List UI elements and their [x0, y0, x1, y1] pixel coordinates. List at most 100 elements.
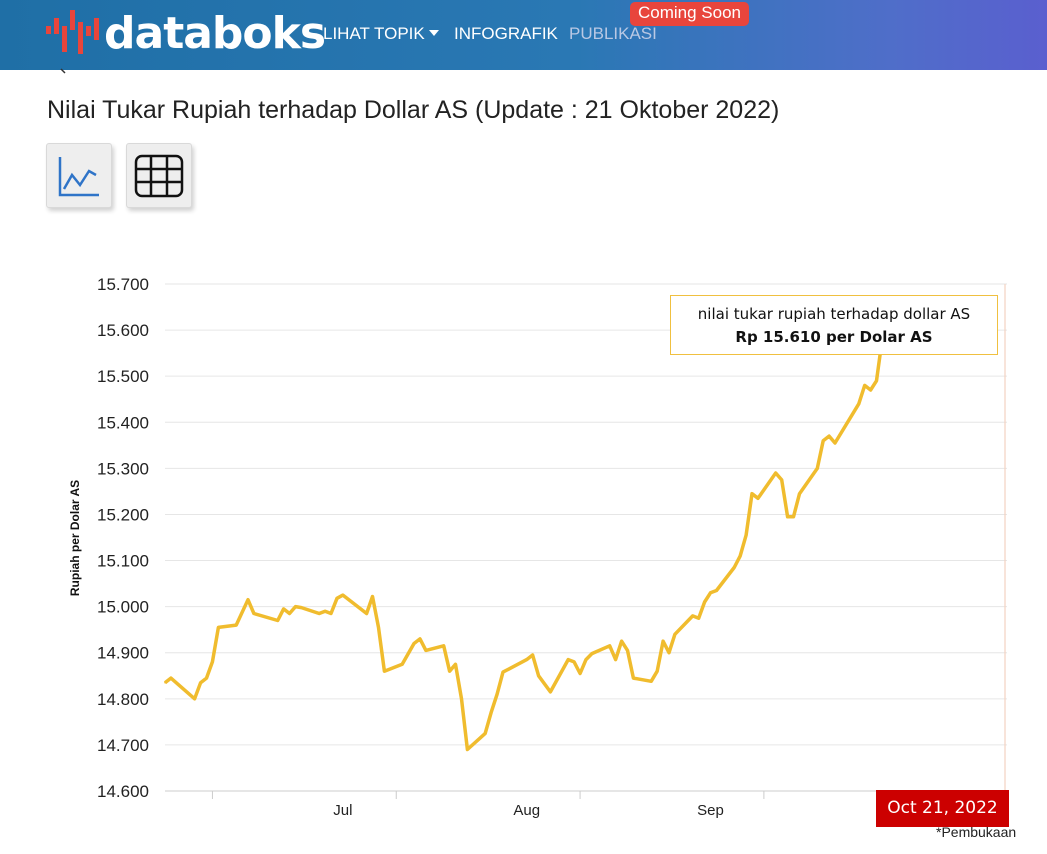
data-point[interactable] [425, 649, 427, 652]
data-point[interactable] [164, 681, 166, 684]
data-point[interactable] [798, 492, 801, 495]
data-point[interactable] [591, 652, 593, 655]
nav-infografik[interactable]: INFOGRAFIK [454, 24, 558, 43]
y-tick-label: 15.100 [97, 552, 149, 571]
data-point[interactable] [448, 670, 451, 672]
data-point[interactable] [875, 379, 878, 382]
y-axis-ticks: 15.700 15.600 15.500 15.400 15.300 15.200 15.1… [97, 275, 149, 801]
data-point[interactable] [549, 691, 552, 693]
chart-tooltip: nilai tukar rupiah terhadap dollar AS Rp… [670, 295, 998, 355]
data-point[interactable] [294, 605, 297, 608]
data-point[interactable] [342, 594, 344, 596]
data-point[interactable] [282, 608, 285, 610]
data-point[interactable] [632, 677, 635, 679]
data-point[interactable] [822, 439, 824, 442]
nav-lihat-topik[interactable]: LIHAT TOPIK [323, 24, 439, 44]
data-point[interactable] [834, 442, 836, 444]
data-point[interactable] [709, 592, 712, 594]
data-point[interactable] [276, 619, 279, 622]
data-point[interactable] [419, 638, 421, 640]
data-point[interactable] [484, 732, 486, 735]
data-point[interactable] [650, 680, 653, 683]
data-point[interactable] [792, 515, 795, 518]
data-point[interactable] [318, 612, 320, 615]
data-point[interactable] [336, 597, 338, 600]
y-tick-label: 15.000 [97, 598, 149, 617]
y-tick-label: 15.700 [97, 275, 149, 294]
data-point[interactable] [733, 566, 736, 569]
line-chart-icon [58, 156, 99, 196]
data-point[interactable] [330, 612, 332, 615]
data-point[interactable] [502, 671, 504, 673]
data-point[interactable] [691, 615, 694, 617]
data-point[interactable] [573, 661, 575, 663]
exchange-rate-chart: 15.700 15.600 15.500 15.400 15.300 15.200 15.1… [68, 275, 1007, 819]
data-point[interactable] [253, 612, 255, 615]
data-point[interactable] [247, 598, 249, 601]
data-point[interactable] [774, 472, 777, 474]
data-point[interactable] [460, 698, 463, 700]
data-point[interactable] [739, 555, 741, 557]
gridlines [165, 283, 1007, 792]
y-tick-label: 14.900 [97, 644, 149, 663]
data-point[interactable] [828, 435, 830, 437]
data-point[interactable] [863, 384, 866, 387]
footnote: *Pembukaan [936, 824, 1017, 840]
data-point[interactable] [525, 658, 528, 661]
data-point[interactable] [300, 606, 303, 609]
data-point[interactable] [496, 693, 498, 696]
data-point[interactable] [371, 595, 374, 598]
table-grid-icon [134, 154, 184, 197]
data-point[interactable] [668, 651, 670, 654]
data-point[interactable] [757, 497, 759, 500]
data-point[interactable] [703, 601, 706, 603]
data-point[interactable] [383, 670, 386, 672]
data-point[interactable] [170, 677, 172, 679]
data-point[interactable] [780, 479, 783, 481]
data-point[interactable] [217, 626, 220, 629]
chart-view-button[interactable] [46, 143, 112, 208]
data-point[interactable] [205, 677, 208, 679]
data-point[interactable] [662, 640, 664, 643]
data-point[interactable] [656, 670, 658, 672]
date-flag: Oct 21, 2022 [876, 790, 1009, 827]
data-point[interactable] [567, 658, 570, 661]
data-point[interactable] [620, 640, 623, 643]
data-point[interactable] [626, 649, 629, 652]
nav-publikasi[interactable]: PUBLIKASI [569, 24, 657, 43]
data-point[interactable] [816, 467, 819, 470]
data-point[interactable] [413, 642, 415, 645]
logo-bars-icon [46, 10, 99, 54]
data-point[interactable] [614, 658, 617, 661]
data-point[interactable] [324, 610, 326, 613]
data-point[interactable] [199, 681, 202, 684]
data-point[interactable] [715, 589, 718, 592]
data-point[interactable] [490, 711, 492, 714]
data-point[interactable] [235, 624, 237, 626]
data-point[interactable] [466, 748, 469, 751]
data-point[interactable] [211, 661, 214, 663]
data-point[interactable] [531, 654, 534, 656]
data-point[interactable] [745, 534, 747, 536]
data-point[interactable] [697, 617, 700, 619]
nav-lihat-topik-label: LIHAT TOPIK [323, 24, 425, 43]
table-view-button[interactable] [126, 143, 192, 208]
data-point[interactable] [674, 633, 676, 636]
data-point[interactable] [585, 658, 587, 661]
data-point[interactable] [193, 698, 196, 700]
data-point[interactable] [454, 663, 457, 666]
data-point[interactable] [537, 674, 540, 677]
databoks-logo[interactable]: databoks [44, 8, 326, 60]
data-point[interactable] [608, 645, 611, 647]
data-point[interactable] [401, 663, 403, 666]
data-point[interactable] [288, 612, 291, 615]
series-points [164, 324, 907, 751]
data-point[interactable] [869, 389, 872, 391]
data-point[interactable] [365, 612, 368, 615]
data-point[interactable] [579, 672, 581, 675]
data-point[interactable] [786, 515, 789, 518]
data-point[interactable] [751, 492, 753, 495]
data-point[interactable] [857, 403, 860, 405]
data-point[interactable] [442, 645, 445, 647]
data-point[interactable] [377, 626, 380, 629]
